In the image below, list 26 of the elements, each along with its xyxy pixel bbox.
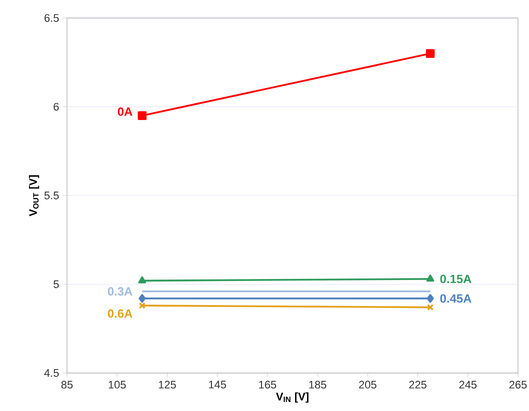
series-label: 0.45A [440, 294, 472, 303]
x-tick-label: 145 [209, 380, 226, 388]
series-label: 0.6A [108, 309, 132, 318]
x-tick-label: 205 [359, 380, 376, 389]
point [426, 294, 434, 303]
x-axis-title: V$_{IN}$ [V] [276, 392, 308, 403]
point [426, 49, 435, 58]
series-label: 0A [118, 107, 132, 116]
series-label: 0.3A [108, 287, 132, 296]
x-tick-label: 105 [108, 380, 126, 389]
y-tick-label: 6 [54, 102, 59, 111]
x-tick-label: 225 [409, 380, 426, 389]
x-tick-label: 185 [309, 380, 326, 389]
x-tick-label: 125 [158, 380, 176, 389]
series-label: 0.15A [440, 274, 472, 284]
y-tick-label: 5 [54, 280, 59, 288]
y-axis-title: V$_{OUT}$ [V] [28, 175, 40, 216]
y-tick-label: 6.5 [44, 14, 59, 22]
x-tick-label: 165 [259, 380, 276, 389]
y-tick-label: 5.5 [44, 192, 59, 200]
x-tick-label: 265 [509, 380, 527, 389]
x-tick-label: 85 [61, 380, 73, 389]
y-tick-label: 4.5 [44, 369, 59, 377]
point [138, 111, 147, 120]
point [138, 294, 146, 303]
x-tick-label: 245 [459, 380, 477, 389]
